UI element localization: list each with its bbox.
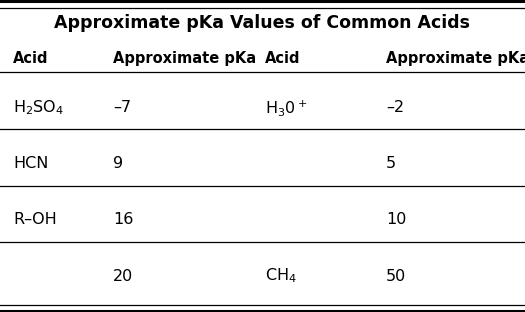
Text: –2: –2 <box>386 100 404 115</box>
Text: 9: 9 <box>113 156 123 171</box>
Text: 50: 50 <box>386 269 406 284</box>
Text: 16: 16 <box>113 212 133 227</box>
Text: $\mathdefault{H_3}0^+$: $\mathdefault{H_3}0^+$ <box>265 98 308 118</box>
Text: Approximate pKa: Approximate pKa <box>113 51 256 66</box>
Text: $\mathdefault{H_2SO_4}$: $\mathdefault{H_2SO_4}$ <box>13 98 64 117</box>
Text: 20: 20 <box>113 269 133 284</box>
Text: –7: –7 <box>113 100 131 115</box>
Text: Acid: Acid <box>265 51 301 66</box>
Text: Approximate pKa Values of Common Acids: Approximate pKa Values of Common Acids <box>55 14 470 32</box>
Text: Acid: Acid <box>13 51 49 66</box>
Text: R–OH: R–OH <box>13 212 57 227</box>
Text: 10: 10 <box>386 212 406 227</box>
Text: 5: 5 <box>386 156 396 171</box>
Text: HCN: HCN <box>13 156 48 171</box>
Text: Approximate pKa: Approximate pKa <box>386 51 525 66</box>
Text: $\mathdefault{CH_4}$: $\mathdefault{CH_4}$ <box>265 267 297 285</box>
